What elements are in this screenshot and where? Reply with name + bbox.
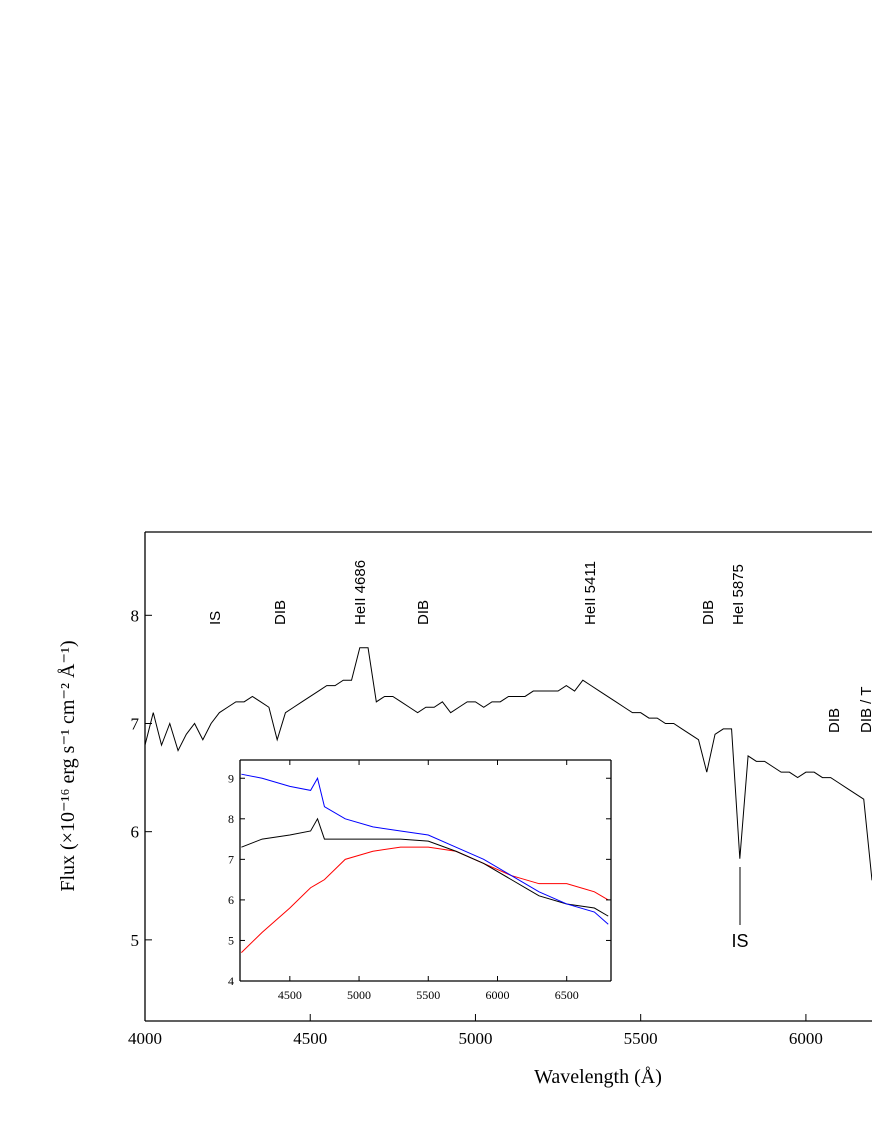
- y-tick-label: 8: [131, 606, 140, 625]
- y-tick-label: 7: [228, 853, 234, 867]
- x-tick-label: 5500: [624, 1029, 658, 1048]
- line-annotation: HeII 5411: [582, 561, 599, 625]
- x-tick-label: 6500: [555, 988, 579, 1002]
- y-tick-label: 5: [228, 934, 234, 948]
- y-tick-label: 7: [131, 714, 140, 733]
- line-annotation: DIB: [415, 600, 432, 625]
- y-axis-label: Flux (×10⁻¹⁶ erg s⁻¹ cm⁻² Å⁻¹): [57, 640, 79, 891]
- x-tick-label: 4500: [293, 1029, 327, 1048]
- x-tick-label: 6000: [485, 988, 509, 1002]
- y-tick-label: 6: [131, 823, 140, 842]
- x-tick-label: 6000: [789, 1029, 823, 1048]
- spectrum-line: [241, 846, 609, 953]
- x-tick-label: 5000: [347, 988, 371, 1002]
- y-tick-label: 6: [228, 893, 234, 907]
- inset-background: [240, 760, 611, 981]
- x-tick-label: 4000: [128, 1029, 162, 1048]
- spectrum-line: [241, 773, 609, 925]
- line-annotation: IS: [731, 931, 748, 951]
- x-tick-label: 5500: [416, 988, 440, 1002]
- x-tick-label: 4500: [278, 988, 302, 1002]
- x-axis-label: Wavelength (Å): [534, 1066, 662, 1088]
- line-annotation: DIB: [700, 600, 717, 625]
- y-tick-label: 4: [228, 974, 234, 988]
- line-annotation: DIB: [826, 708, 843, 733]
- y-tick-label: 5: [131, 931, 140, 950]
- line-annotation: HeI 5875: [730, 564, 747, 625]
- line-annotation: HeII 4686: [352, 560, 369, 625]
- line-annotation: DIB / T: [858, 687, 872, 733]
- y-tick-label: 9: [228, 771, 234, 785]
- spectrum-line: [144, 647, 872, 881]
- x-tick-label: 5000: [458, 1029, 492, 1048]
- y-tick-label: 8: [228, 812, 234, 826]
- line-annotation: IS: [207, 611, 224, 625]
- spectrum-line: [241, 817, 609, 917]
- line-annotation: DIB: [272, 600, 289, 625]
